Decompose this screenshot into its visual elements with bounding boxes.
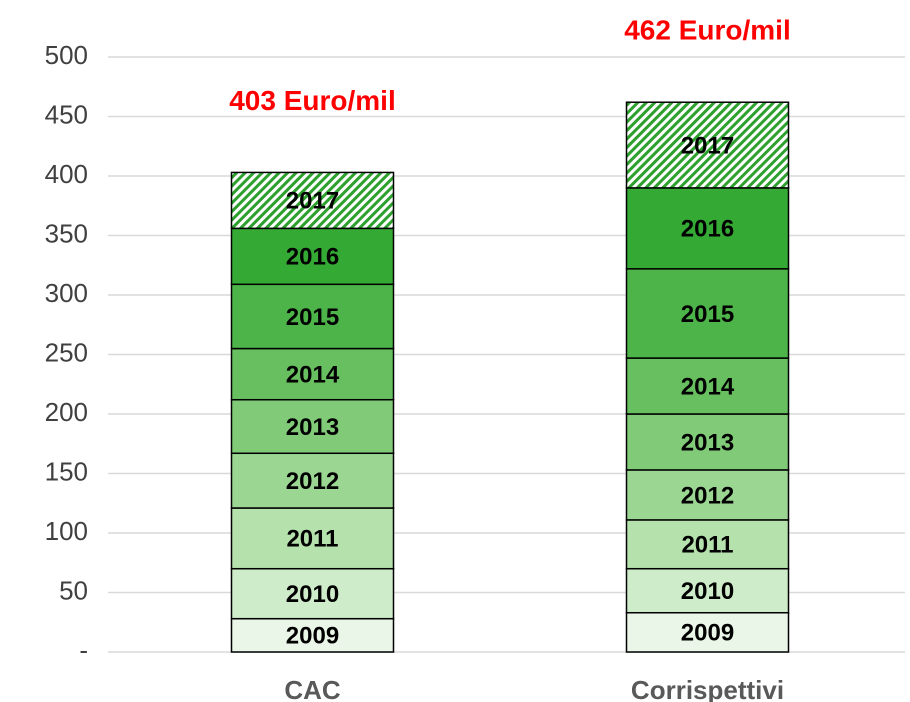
segment-label: 2014 [286, 361, 340, 388]
total-label: 403 Euro/mil [229, 85, 396, 116]
segment-label: 2015 [286, 304, 339, 331]
segment-label: 2012 [286, 468, 339, 495]
segment-label: 2012 [681, 482, 734, 509]
segment-label: 2010 [286, 581, 339, 608]
segment-label: 2011 [286, 526, 338, 553]
bar-segment [230, 617, 395, 653]
bar-segment [230, 171, 395, 230]
segment-label: 2011 [681, 532, 733, 559]
y-tick-label: 50 [59, 575, 88, 605]
y-tick-label: 150 [45, 456, 88, 486]
bar-segment [230, 507, 395, 570]
y-tick-label: 200 [45, 397, 88, 427]
segment-label: 2013 [681, 429, 734, 456]
y-tick-label: 400 [45, 159, 88, 189]
y-tick-label: - [79, 635, 88, 665]
bar-segment [625, 469, 790, 521]
bar-segment [625, 611, 790, 653]
bar-segment [625, 567, 790, 614]
bar-segment [625, 268, 790, 359]
total-label: 462 Euro/mil [624, 15, 791, 46]
y-tick-label: 450 [45, 99, 88, 129]
segment-label: 2017 [286, 188, 339, 215]
y-tick-label: 300 [45, 278, 88, 308]
y-tick-label: 250 [45, 337, 88, 367]
x-tick-label: CAC [284, 675, 341, 702]
segment-label: 2009 [286, 623, 339, 650]
segment-label: 2015 [681, 301, 734, 328]
segment-label: 2016 [286, 244, 339, 271]
bar-segment [625, 519, 790, 570]
segment-label: 2010 [681, 578, 734, 605]
segment-label: 2017 [681, 132, 734, 159]
bar-segment [230, 452, 395, 509]
y-tick-label: 350 [45, 218, 88, 248]
x-tick-label: Corrispettivi [631, 675, 784, 702]
segment-label: 2009 [681, 620, 734, 647]
y-tick-label: 500 [45, 40, 88, 70]
segment-label: 2014 [681, 373, 735, 400]
bar-segment [625, 357, 790, 415]
bar-segment [230, 567, 395, 620]
y-tick-label: 100 [45, 516, 88, 546]
segment-label: 2013 [286, 414, 339, 441]
bar-segment [625, 101, 790, 189]
bar-segment [230, 398, 395, 455]
segment-label: 2016 [681, 216, 734, 243]
